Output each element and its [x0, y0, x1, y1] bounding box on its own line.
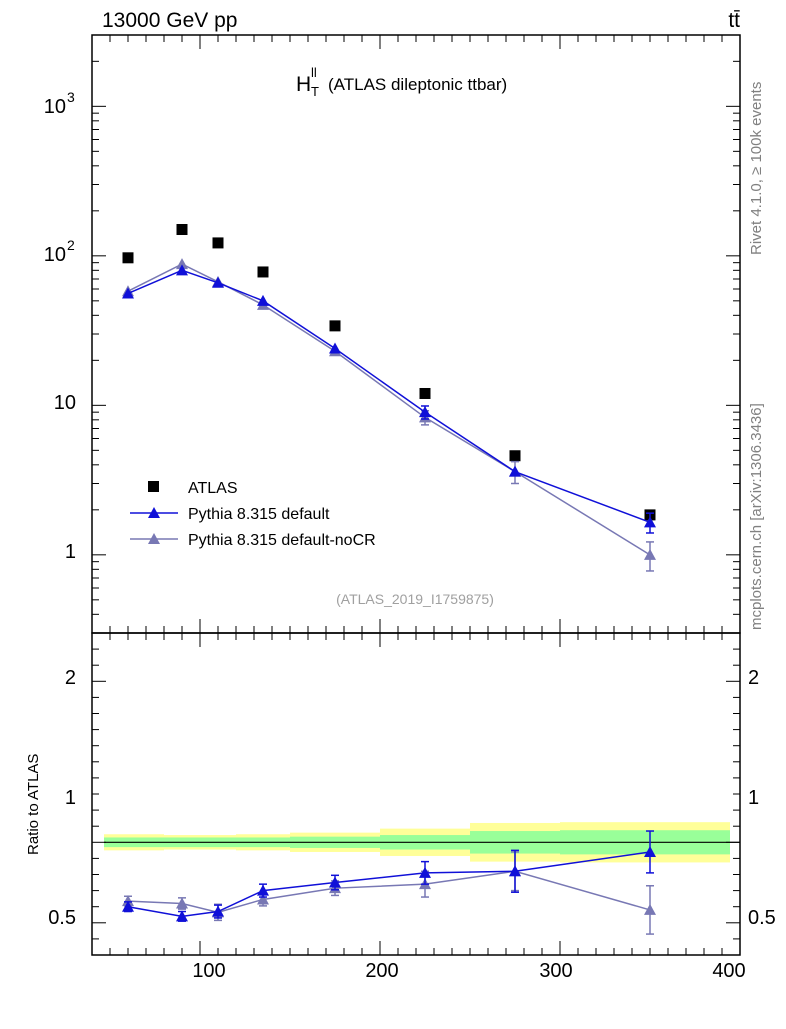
xtick-label-200: 200 [365, 960, 398, 982]
nocr-ratio-point [257, 893, 269, 905]
mcplots-label: mcplots.cern.ch [arXiv:1306.3436] [748, 403, 765, 630]
nocr-ratio-point [644, 903, 656, 915]
nocr-ratio-point [122, 895, 134, 907]
atlas-point [212, 237, 224, 249]
default-point [257, 294, 269, 306]
ratio-ytick-label-1-right: 1 [748, 787, 759, 809]
ratio-frame [91, 632, 741, 956]
atlas-point [122, 252, 134, 264]
default-ratio-point [176, 910, 188, 922]
nocr-ratio-point [176, 897, 188, 909]
default-ratio-point [509, 865, 521, 877]
main-ytick-label-100: 10 [44, 244, 66, 266]
main-ticks [92, 34, 741, 634]
main-ytick-exp-1000: 3 [67, 89, 75, 105]
main-panel: 1 10 10 2 10 3 H ll T (ATLAS dileptonic … [44, 34, 741, 634]
rivet-label: Rivet 4.1.0, ≥ 100k events [748, 82, 765, 255]
main-ytick-label-1: 1 [65, 541, 76, 563]
legend-label-default: Pythia 8.315 default [188, 506, 330, 523]
default-ratio-point [644, 845, 656, 857]
xtick-label-100: 100 [192, 960, 225, 982]
chart-title-rest: (ATLAS dileptonic ttbar) [328, 75, 507, 94]
ratio-ytick-label-2-left: 2 [65, 667, 76, 689]
ratio-panel: 2 1 0.5 2 1 0.5 Ratio to ATLAS 100 200 3… [25, 632, 776, 982]
xtick-label-300: 300 [539, 960, 572, 982]
default-point [509, 465, 521, 477]
energy-label: 13000 GeV pp [102, 9, 237, 32]
main-marks [122, 224, 656, 572]
analysis-label: (ATLAS_2019_I1759875) [336, 591, 494, 607]
default-series-line [127, 269, 651, 524]
ratio-ytick-label-05-left: 0.5 [48, 907, 76, 929]
nocr-point [176, 258, 188, 270]
default-ratio-line [127, 851, 651, 918]
default-ratio-point [212, 905, 224, 917]
atlas-point [419, 387, 431, 399]
default-point [419, 406, 431, 418]
process-label: tt̄ [728, 9, 740, 32]
ratio-ytick-label-1-left: 1 [65, 787, 76, 809]
ratio-ytick-label-05-right: 0.5 [748, 907, 776, 929]
nocr-ratio-line [127, 870, 651, 914]
default-point [329, 342, 341, 354]
legend: ATLAS Pythia 8.315 default Pythia 8.315 … [130, 480, 376, 549]
main-ytick-base-1000: 10 [44, 96, 66, 118]
default-ratio-point [257, 884, 269, 896]
default-ratio-point [122, 900, 134, 912]
ratio-ytick-label-2-right: 2 [748, 667, 759, 689]
ratio-marks [122, 830, 656, 935]
legend-marker-default [148, 507, 160, 518]
main-ytick-label-1000: 10 [44, 96, 66, 118]
legend-marker-atlas [148, 481, 159, 492]
atlas-point [176, 224, 188, 236]
default-point [176, 264, 188, 276]
chart-title-sub: T [311, 84, 319, 99]
legend-label-nocr: Pythia 8.315 default-noCR [188, 532, 376, 549]
main-ytick-label-10: 10 [54, 392, 76, 414]
main-ytick-exp-100: 2 [67, 237, 75, 253]
chart-title-sup: ll [311, 65, 317, 80]
legend-label-atlas: ATLAS [188, 480, 238, 497]
chart-title-h: H [296, 73, 311, 96]
default-point [212, 276, 224, 288]
default-ratio-point [419, 866, 431, 878]
legend-marker-nocr [148, 533, 160, 544]
xtick-label-400: 400 [712, 960, 745, 982]
atlas-point [257, 266, 269, 278]
atlas-point [509, 450, 521, 462]
atlas-point [329, 320, 341, 332]
nocr-point [644, 548, 656, 560]
ratio-ylabel: Ratio to ATLAS [25, 754, 42, 855]
default-point [644, 516, 656, 528]
main-ytick-base-100: 10 [44, 244, 66, 266]
default-point [122, 287, 134, 299]
ratio-ticks [92, 633, 741, 955]
default-ratio-point [329, 876, 341, 888]
